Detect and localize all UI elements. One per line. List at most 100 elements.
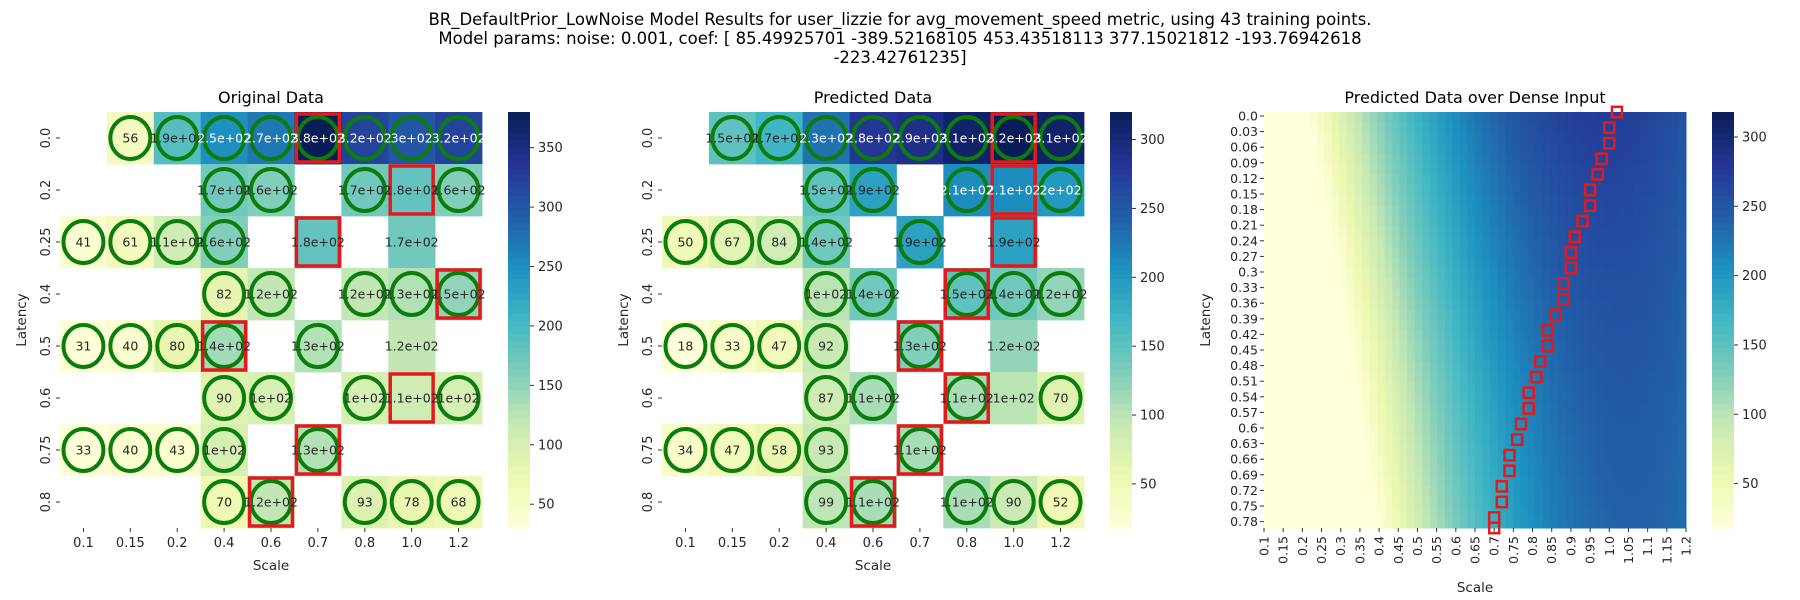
dense-cell <box>1414 455 1423 467</box>
heatmap-cell <box>708 216 757 269</box>
dense-cell <box>1482 195 1491 207</box>
dense-cell <box>1361 184 1370 196</box>
training-point-circle <box>804 479 849 525</box>
dense-cell <box>1603 205 1612 217</box>
colorbar-segment <box>1712 375 1734 383</box>
dense-cell <box>1550 195 1559 207</box>
cell-value-label: 2e+02 <box>1040 183 1082 198</box>
dense-cell <box>1346 288 1355 300</box>
dense-cell <box>1542 476 1551 487</box>
colorbar-segment <box>1712 195 1734 203</box>
colorbar-tick-label: 200 <box>1742 269 1767 284</box>
training-point-circle <box>1038 479 1083 525</box>
y-tick-label: 0.75 <box>641 436 656 465</box>
dense-cell <box>1588 122 1597 134</box>
dense-cell <box>1452 403 1461 415</box>
dense-cell <box>1444 330 1453 342</box>
dense-cell <box>1279 309 1288 321</box>
dense-cell <box>1279 122 1288 134</box>
dense-cell <box>1384 392 1393 404</box>
dense-cell <box>1339 361 1348 373</box>
dense-cell <box>1633 476 1642 487</box>
dense-cell <box>1301 143 1310 155</box>
x-tick-label: 0.7 <box>910 536 931 551</box>
dense-cell <box>1678 257 1687 269</box>
dense-cell <box>1422 351 1431 363</box>
dense-cell <box>1527 174 1536 186</box>
dense-cell <box>1444 174 1453 186</box>
dense-cell <box>1557 340 1566 352</box>
dense-cell <box>1459 236 1468 248</box>
dense-cell <box>1422 392 1431 404</box>
x-axis-label-1: Scale <box>253 558 289 574</box>
x-tick-label: 0.15 <box>718 536 747 551</box>
dense-cell <box>1678 476 1687 487</box>
dense-cell <box>1339 143 1348 155</box>
dense-cell <box>1663 455 1672 467</box>
dense-cell <box>1324 205 1333 217</box>
dense-cell <box>1392 309 1401 321</box>
dense-cell <box>1520 444 1529 456</box>
dense-cell <box>1377 247 1386 259</box>
dense-cell <box>1429 517 1438 529</box>
colorbar-segment <box>1110 389 1132 397</box>
dense-cell <box>1399 340 1408 352</box>
dense-cell <box>1377 205 1386 217</box>
dense-cell <box>1264 236 1273 248</box>
dense-cell <box>1271 164 1280 175</box>
dense-cell <box>1663 434 1672 446</box>
dense-cell <box>1520 257 1529 269</box>
dense-cell <box>1422 205 1431 217</box>
x-tick-label: 0.1 <box>1257 536 1272 556</box>
dense-cell <box>1459 424 1468 435</box>
dense-cell <box>1467 424 1476 435</box>
dense-cell <box>1655 340 1664 352</box>
dense-cell <box>1475 413 1484 425</box>
dense-cell <box>1610 340 1619 352</box>
cell-value-label: 2.3e+02 <box>799 131 853 146</box>
dense-cell <box>1384 320 1393 331</box>
dense-cell <box>1655 465 1664 477</box>
x-tick-label: 1.05 <box>1621 536 1636 564</box>
dense-cell <box>1557 216 1566 227</box>
dense-cell <box>1670 132 1679 144</box>
dense-cell <box>1550 486 1559 498</box>
dense-cell <box>1557 444 1566 456</box>
dense-cell <box>1475 361 1484 373</box>
dense-cell <box>1271 444 1280 456</box>
dense-cell <box>1467 247 1476 259</box>
dense-cell <box>1467 330 1476 342</box>
dense-cell <box>1422 132 1431 144</box>
dense-cell <box>1437 351 1446 363</box>
dense-cell <box>1437 278 1446 290</box>
colorbar-segment <box>1712 257 1734 266</box>
dense-cell <box>1542 299 1551 311</box>
dense-cell <box>1557 413 1566 425</box>
dense-cell <box>1422 299 1431 311</box>
colorbar-segment <box>1110 507 1132 515</box>
dense-cell <box>1444 257 1453 269</box>
dense-cell <box>1505 205 1514 217</box>
dense-cell <box>1407 465 1416 477</box>
dense-cell <box>1512 455 1521 467</box>
colorbar-segment <box>508 313 530 321</box>
dense-cell <box>1331 257 1340 269</box>
dense-cell <box>1542 351 1551 363</box>
dense-cell <box>1279 424 1288 435</box>
dense-cell <box>1497 320 1506 331</box>
dense-cell <box>1678 195 1687 207</box>
dense-cell <box>1610 403 1619 415</box>
heatmap-cell <box>200 320 248 373</box>
dense-cell <box>1316 351 1325 363</box>
dense-cell <box>1490 164 1499 175</box>
dense-cell <box>1550 122 1559 134</box>
dense-cell <box>1392 444 1401 456</box>
dense-cell <box>1625 486 1634 498</box>
dense-cell <box>1625 361 1634 373</box>
dense-cell <box>1309 205 1318 217</box>
dense-cell <box>1670 226 1679 238</box>
dense-cell <box>1512 392 1521 404</box>
cell-value-label: 78 <box>404 495 420 510</box>
dense-cell <box>1678 392 1687 404</box>
dense-cell <box>1369 143 1378 155</box>
